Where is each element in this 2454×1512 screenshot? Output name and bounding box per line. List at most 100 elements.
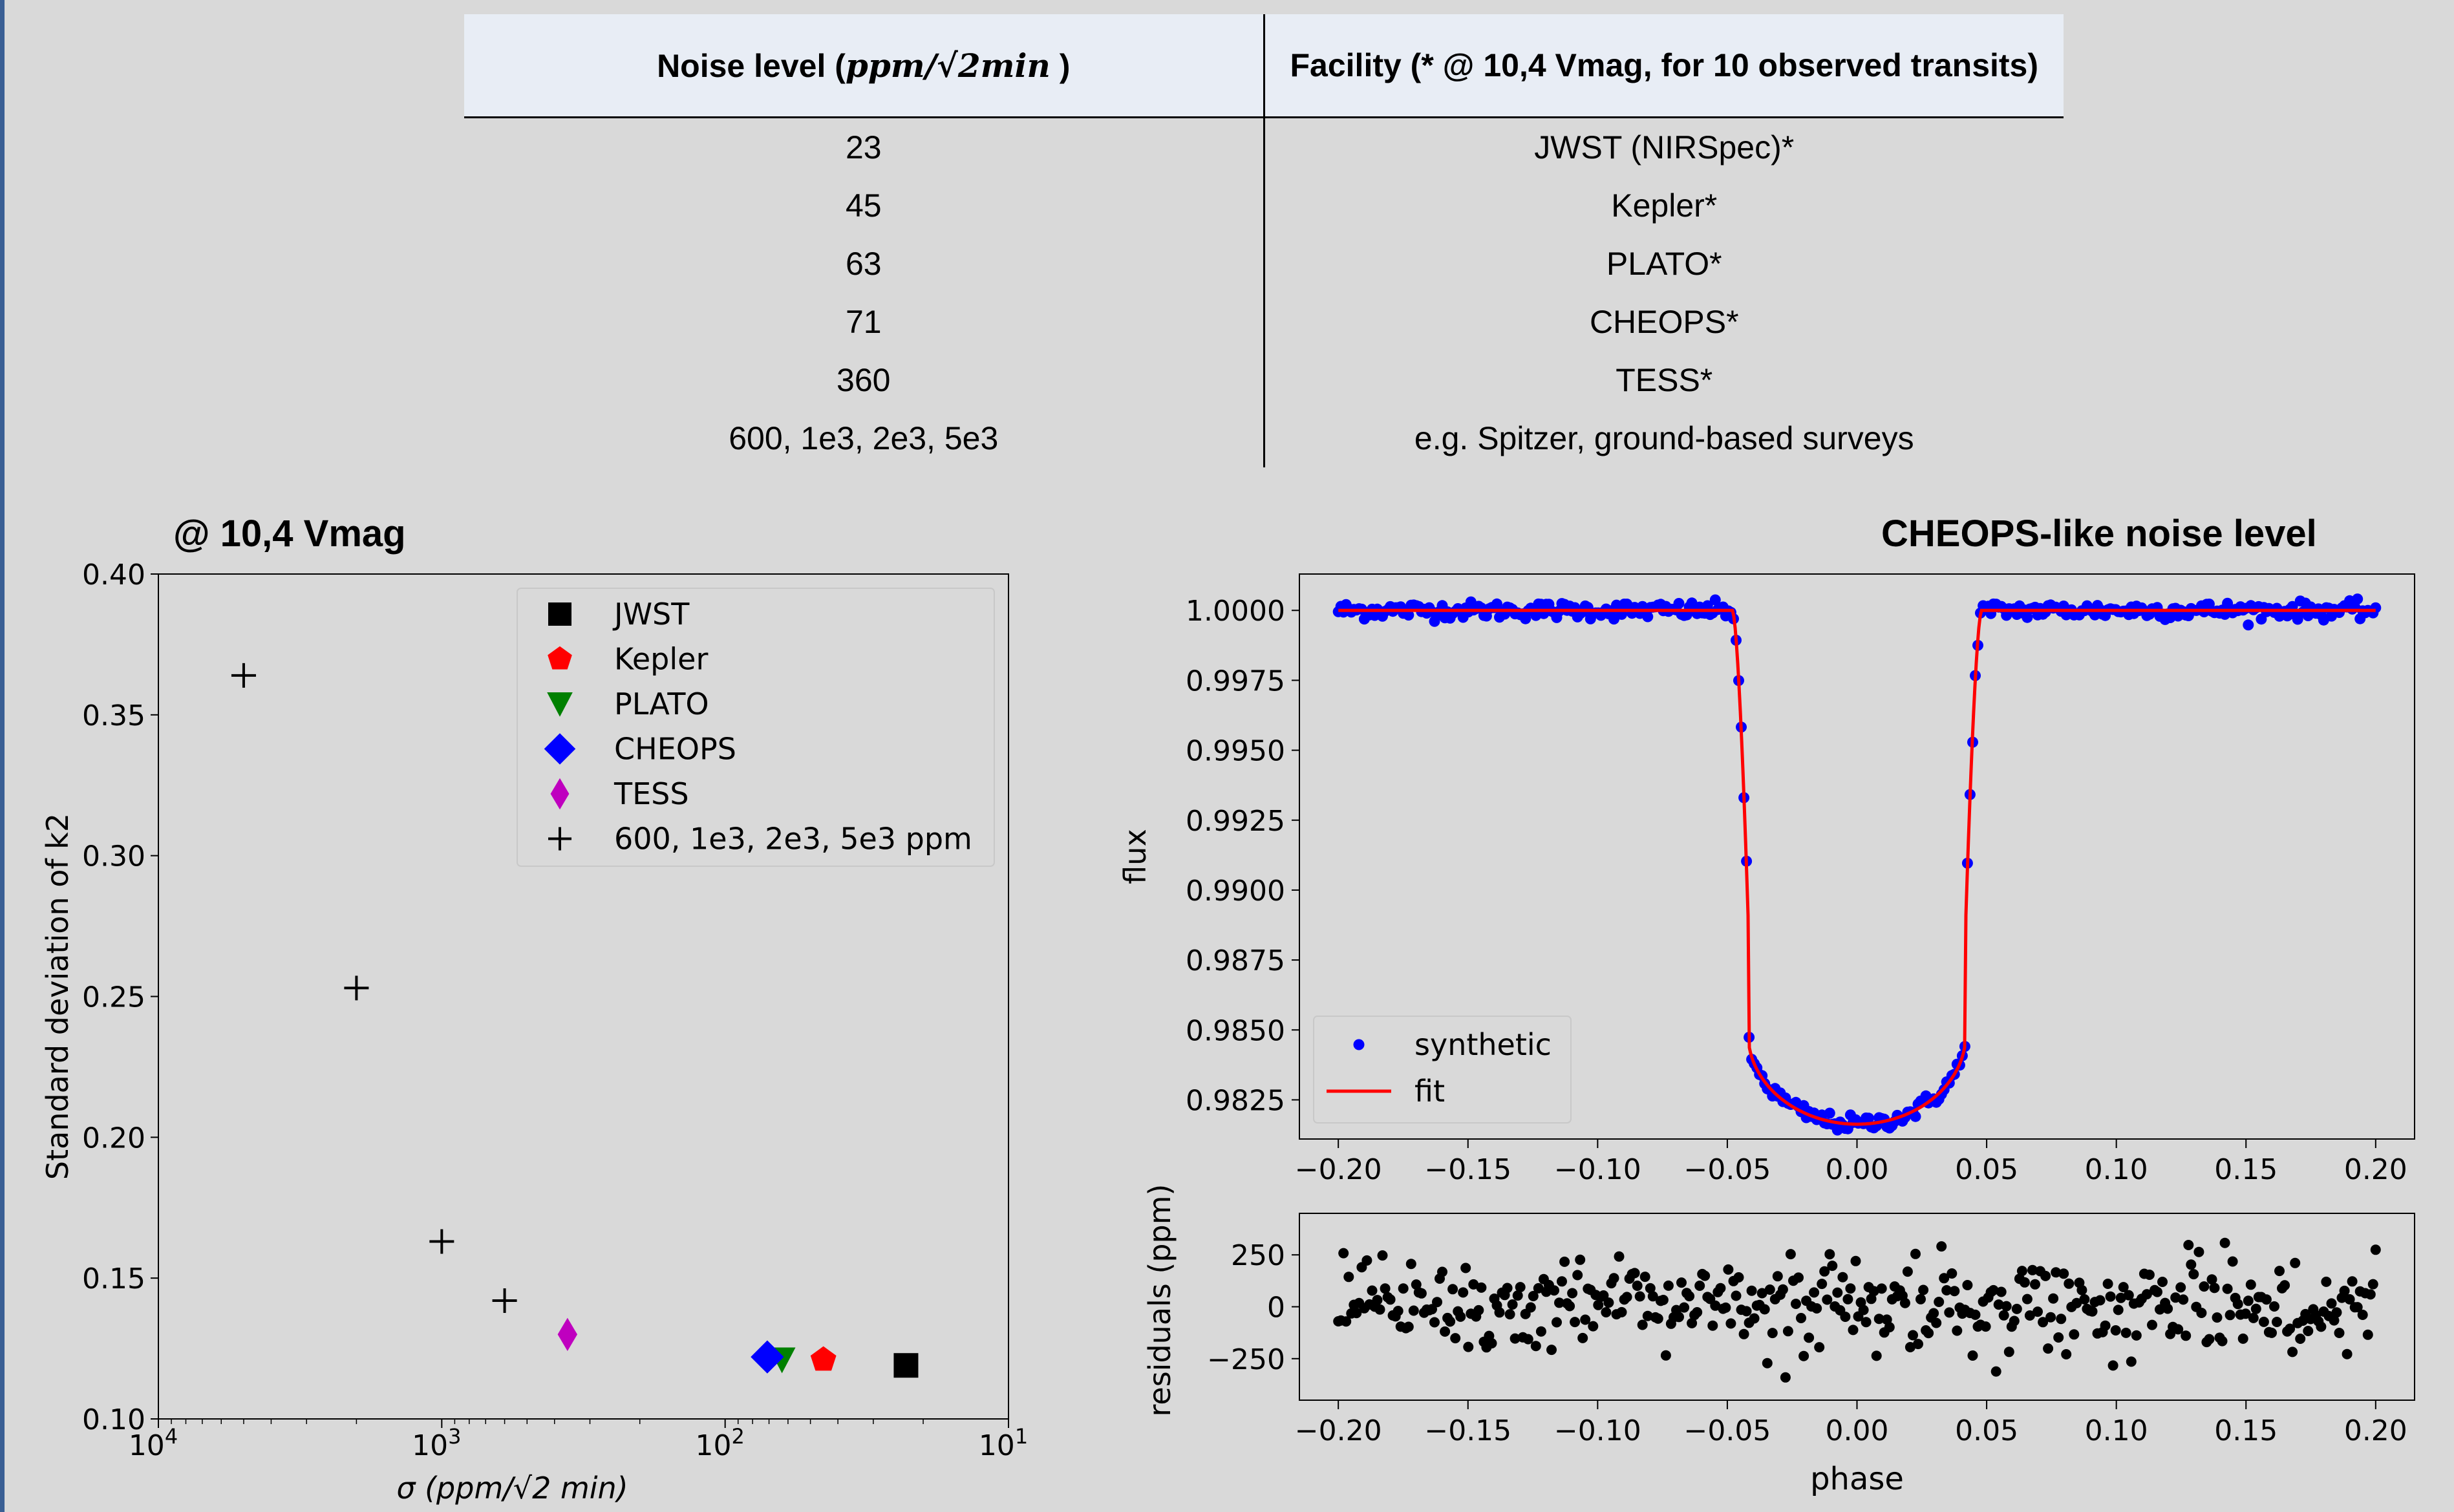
residual-point [1902, 1266, 1913, 1277]
residual-point [1374, 1304, 1385, 1315]
residual-point [2331, 1307, 2342, 1318]
residual-points [1333, 1237, 2381, 1383]
x-tick-label: 0.05 [1955, 1153, 2018, 1186]
residual-point [2003, 1347, 2014, 1358]
residual-point [1848, 1325, 1859, 1336]
residual-point [2095, 1295, 2106, 1306]
residual-point [1525, 1302, 1536, 1313]
residual-point [2227, 1256, 2238, 1267]
residual-point [2269, 1301, 2279, 1312]
residual-point [1785, 1249, 1796, 1260]
y-axis-label: residuals (ppm) [1142, 1184, 1177, 1417]
residual-point [1621, 1292, 1632, 1303]
residual-point [2326, 1298, 2337, 1309]
residual-point [1603, 1297, 1614, 1308]
residual-point [2024, 1310, 2035, 1321]
residual-point [2011, 1303, 2022, 1314]
residual-point [2240, 1308, 2251, 1319]
residual-point [1837, 1272, 1848, 1283]
residual-point [1738, 1328, 1749, 1339]
residual-point [1804, 1332, 1815, 1343]
residual-point [1405, 1259, 1416, 1270]
residual-point [2329, 1315, 2340, 1326]
residual-point [1564, 1301, 1575, 1312]
residual-point [2344, 1294, 2355, 1304]
residual-point [2102, 1279, 2113, 1289]
residual-point [2188, 1269, 2199, 1280]
y-tick-label: 0.9975 [1186, 665, 1285, 697]
residual-point [2175, 1282, 2186, 1293]
x-tick-label: 0.05 [1955, 1414, 2018, 1447]
residual-point [2001, 1301, 2012, 1312]
x-tick-label: −0.15 [1424, 1414, 1511, 1447]
residual-point [2016, 1266, 2027, 1277]
residual-point [2033, 1306, 2043, 1317]
table-row: 600, 1e3, 2e3, 5e3 e.g. Spitzer, ground-b… [464, 409, 2064, 467]
data-point-plus [231, 663, 256, 688]
residual-point [1791, 1299, 1801, 1309]
residual-point [1899, 1297, 1910, 1308]
residual-point [2100, 1320, 2111, 1331]
residual-point [1707, 1320, 1718, 1331]
residual-point [1512, 1290, 1523, 1301]
residual-point [1692, 1307, 1703, 1317]
residual-point [2118, 1282, 2129, 1293]
x-tick-label: −0.20 [1295, 1153, 1382, 1186]
residual-point [1811, 1303, 1822, 1314]
residual-point [1608, 1273, 1619, 1284]
synthetic-point [1673, 598, 1685, 609]
residual-point [2053, 1332, 2064, 1343]
residual-point [1398, 1283, 1409, 1294]
residual-point [1796, 1313, 1806, 1323]
table-row: 71 CHEOPS* [464, 293, 2064, 351]
residual-point [2071, 1297, 2082, 1308]
residual-point [2123, 1290, 2134, 1301]
residual-point [1814, 1342, 1825, 1353]
residual-point [1447, 1284, 1458, 1295]
residual-point [1710, 1300, 1721, 1311]
residual-point [1577, 1332, 1588, 1343]
facility-cell: JWST (NIRSpec)* [1534, 129, 1795, 165]
facility-cell: PLATO* [1606, 246, 1722, 282]
residual-point [1460, 1262, 1471, 1273]
residual-point [1723, 1264, 1734, 1275]
residual-point [2370, 1244, 2381, 1255]
residual-point [1822, 1294, 1833, 1305]
y-tick-label: 0.9900 [1186, 875, 1285, 908]
residual-point [1842, 1294, 1853, 1304]
residual-point [2009, 1315, 2020, 1326]
legend-label: PLATO [614, 687, 709, 721]
noise-cell: 71 [464, 293, 1265, 351]
residual-point [1647, 1291, 1658, 1302]
residual-point [1642, 1310, 1653, 1321]
facility-cell: TESS* [1616, 362, 1713, 398]
residual-point [1504, 1309, 1515, 1320]
residual-point [1372, 1295, 1383, 1306]
residual-point [1341, 1316, 1352, 1327]
residual-point [1928, 1308, 1939, 1319]
residual-point [1463, 1341, 1474, 1352]
chart-title: @ 10,4 Vmag [173, 513, 406, 555]
y-tick-label: 0 [1267, 1292, 1285, 1325]
residual-point [2248, 1312, 2259, 1323]
residual-point [1637, 1319, 1648, 1330]
table-row: 23 JWST (NIRSpec)* [464, 117, 2064, 176]
residual-point [2147, 1319, 2157, 1330]
residual-point [1616, 1306, 1627, 1317]
residual-point [1554, 1297, 1564, 1308]
y-tick-label: −250 [1207, 1343, 1285, 1376]
y-tick-label: 0.40 [82, 559, 145, 591]
synthetic-point [1910, 1111, 1921, 1122]
residual-point [2352, 1302, 2363, 1313]
plot-frame [1299, 1213, 2415, 1401]
residual-point [2250, 1303, 2261, 1314]
chart-legend: synthetic fit [1313, 1016, 1572, 1123]
data-point-pentagon [810, 1346, 837, 1371]
residual-point [1367, 1285, 1378, 1296]
residual-point [2144, 1270, 2155, 1280]
residual-point [1868, 1286, 1879, 1297]
residual-point [1915, 1294, 1926, 1304]
y-tick-label: 0.30 [82, 840, 145, 873]
residual-point [2261, 1294, 2272, 1305]
y-tick-label: 0.9925 [1186, 805, 1285, 838]
